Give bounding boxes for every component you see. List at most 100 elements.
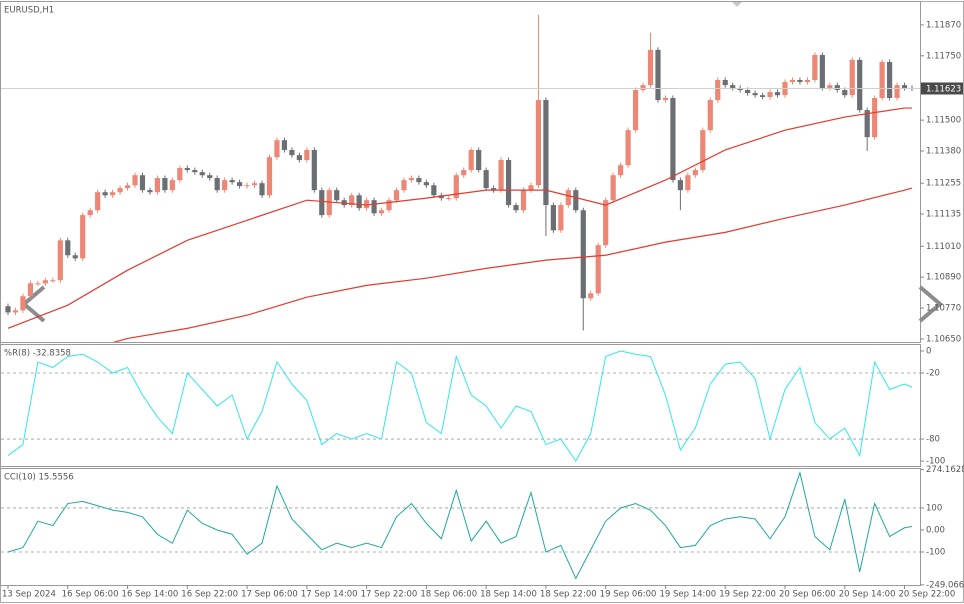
candle-body: [655, 49, 661, 101]
candle-body: [42, 280, 48, 284]
plot-area: [1, 350, 920, 463]
candle-body: [349, 195, 355, 206]
candle-body: [65, 240, 71, 256]
candle-body: [595, 245, 601, 294]
candle-body: [401, 180, 407, 191]
candle-body: [528, 185, 534, 191]
x-tick-label: 20 Sep 22:00: [899, 590, 956, 600]
x-tick-label: 20 Sep 06:00: [779, 590, 836, 600]
candle-body: [894, 85, 900, 99]
y-tick-label: 1.11255: [926, 179, 961, 189]
candle-body: [192, 170, 198, 173]
candle-body: [393, 190, 400, 201]
scroll-right[interactable]: [918, 285, 944, 323]
candle-body: [819, 55, 825, 88]
candle-body: [618, 165, 624, 176]
y-tick-label: 1.10890: [926, 273, 961, 283]
indicator-line: [7, 470, 913, 580]
candle-body: [341, 200, 347, 206]
candle-body: [476, 149, 482, 171]
candle-body: [872, 98, 878, 138]
candle-body: [468, 149, 474, 171]
candle-body: [730, 85, 736, 88]
candle-body: [625, 130, 631, 166]
x-tick-label: 19 Sep 06:00: [600, 590, 657, 600]
candle-body: [857, 59, 863, 111]
candle-body: [72, 255, 78, 259]
wpr-panel: [0, 344, 921, 467]
candle-body: [109, 192, 116, 196]
candle-body: [550, 205, 556, 231]
candle-body: [431, 185, 437, 196]
candle-body: [513, 205, 519, 211]
x-tick-label: 17 Sep 22:00: [361, 590, 418, 600]
y-tick-label: -100: [926, 547, 945, 557]
candle-body: [132, 175, 138, 186]
candle-body: [80, 215, 86, 259]
candle-body: [184, 168, 190, 171]
moving-average: [7, 107, 912, 329]
candle-body: [237, 182, 243, 187]
candle-body: [864, 110, 870, 138]
candle-body: [199, 172, 205, 176]
candle-body: [87, 210, 93, 216]
candle-body: [169, 180, 175, 191]
indicator-line: [7, 350, 913, 463]
candle-body: [27, 283, 34, 297]
candle-body: [797, 79, 803, 83]
candle-body: [274, 140, 280, 158]
x-tick-label: 18 Sep 14:00: [480, 590, 537, 600]
current-price-box: [921, 82, 963, 95]
candle-body: [677, 180, 683, 191]
candle-body: [304, 149, 310, 161]
candle-body: [378, 210, 385, 214]
candle-body: [251, 183, 258, 186]
candle-body: [842, 90, 848, 96]
y-tick-label: 1.11870: [926, 20, 961, 30]
candle-body: [834, 85, 840, 91]
candle-body: [737, 87, 743, 91]
candle-body: [901, 85, 908, 88]
candle-body: [789, 79, 796, 83]
candle-body: [774, 92, 781, 96]
plot-area: [5, 14, 915, 342]
candle-body: [543, 100, 549, 206]
y-tick-label: -249.0661: [926, 580, 964, 590]
candle-body: [453, 175, 459, 199]
candle-body: [162, 178, 168, 191]
candle-body: [610, 175, 616, 201]
candle-body: [207, 175, 213, 179]
candle-body: [386, 200, 392, 211]
candle-body: [603, 200, 609, 246]
candle-body: [95, 192, 101, 211]
y-tick-label: -20: [926, 369, 940, 379]
x-tick-label: 20 Sep 14:00: [839, 590, 896, 600]
candle-body: [640, 85, 646, 91]
candle-body: [311, 149, 317, 191]
candle-body: [722, 79, 728, 86]
candle-body: [588, 293, 594, 299]
candle-body: [319, 190, 325, 216]
candle-body: [139, 175, 146, 191]
candle-body: [229, 180, 235, 183]
y-tick-label: 274.1628: [926, 465, 964, 475]
y-tick-label: 1.10650: [926, 334, 961, 344]
candle-body: [423, 182, 429, 186]
candle-body: [879, 61, 885, 99]
x-tick-label: 18 Sep 22:00: [540, 590, 597, 600]
candle-body: [580, 210, 586, 299]
candle-body: [804, 79, 811, 83]
current-price-label: 1.11623: [926, 84, 961, 94]
candle-body: [886, 61, 893, 99]
y-tick-label: 1.10770: [926, 304, 961, 314]
candle-body: [700, 130, 706, 171]
candle-body: [102, 192, 108, 196]
y-tick-label: 1.11380: [926, 147, 961, 157]
candle-body: [461, 170, 467, 176]
candle-body: [565, 190, 571, 206]
candle-body: [535, 100, 542, 186]
candle-body: [147, 190, 153, 193]
panel-title: EURUSD,H1: [4, 6, 54, 16]
candle-body: [20, 296, 26, 311]
